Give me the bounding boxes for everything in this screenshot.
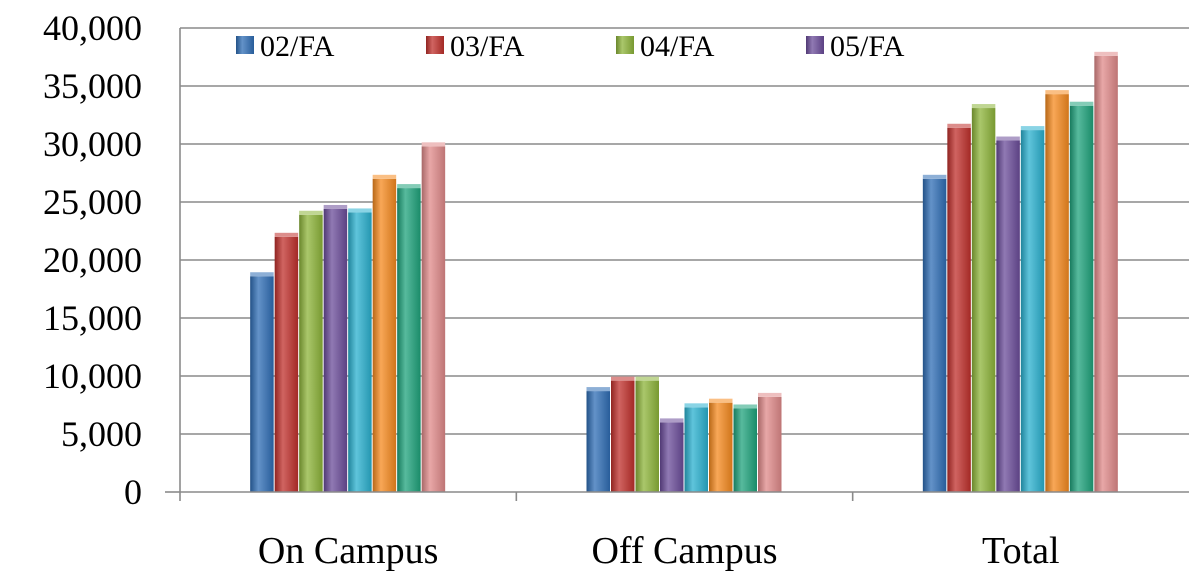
bar-top xyxy=(971,104,996,109)
y-tick-label: 10,000 xyxy=(43,356,142,396)
y-axis-ticks: 0 5,000 10,000 15,000 20,000 25,000 30,000 35,0… xyxy=(43,8,142,512)
legend-label: 04/FA xyxy=(640,30,715,63)
bar xyxy=(1045,94,1069,493)
legend-swatch xyxy=(806,36,824,54)
x-axis-categories: On Campus Off Campus Total xyxy=(258,530,1060,571)
bar-top xyxy=(397,184,421,189)
bar-top xyxy=(1094,51,1118,56)
y-tick-label: 5,000 xyxy=(61,414,142,454)
bar xyxy=(586,391,610,492)
bar xyxy=(684,407,708,492)
bar xyxy=(709,402,733,492)
y-tick-label: 40,000 xyxy=(43,8,142,48)
legend-swatch xyxy=(236,36,254,54)
bar xyxy=(274,236,299,492)
bar xyxy=(1069,105,1094,492)
bar-top xyxy=(348,208,372,213)
bar xyxy=(635,380,659,492)
bar-top xyxy=(1020,126,1045,131)
bar-top xyxy=(660,418,684,423)
bar xyxy=(323,208,348,492)
bar xyxy=(1020,130,1045,492)
bar xyxy=(947,127,971,492)
bar-top xyxy=(733,404,757,409)
bar-top xyxy=(996,136,1020,141)
bar-top xyxy=(586,387,610,392)
legend-label: 03/FA xyxy=(450,30,525,63)
y-tick-label: 30,000 xyxy=(43,124,142,164)
bar xyxy=(397,188,421,492)
bar xyxy=(996,140,1020,492)
x-category-label: On Campus xyxy=(258,530,439,571)
y-tick-label: 25,000 xyxy=(43,182,142,222)
bar-top xyxy=(250,272,274,277)
axes xyxy=(165,28,1189,501)
legend-swatch xyxy=(426,36,444,54)
bar xyxy=(1094,55,1118,493)
bar-top xyxy=(1069,101,1094,106)
bar-top xyxy=(922,174,947,179)
y-tick-label: 35,000 xyxy=(43,66,142,106)
y-tick-label: 15,000 xyxy=(43,298,142,338)
bar-top xyxy=(274,232,299,237)
bar xyxy=(971,108,996,492)
bar xyxy=(372,178,397,493)
bar xyxy=(758,396,782,492)
bar-top xyxy=(684,403,708,408)
x-category-label: Off Campus xyxy=(591,530,777,571)
bar-top xyxy=(947,123,971,128)
bar-top xyxy=(758,392,782,397)
y-tick-label: 0 xyxy=(124,472,142,512)
legend-label: 02/FA xyxy=(260,30,335,63)
bar-top xyxy=(709,398,733,403)
bar-top xyxy=(635,376,659,381)
bar-top xyxy=(1045,90,1069,95)
bar xyxy=(611,380,635,492)
bar xyxy=(421,146,446,492)
bar xyxy=(299,214,323,492)
y-tick-label: 20,000 xyxy=(43,240,142,280)
bar-top xyxy=(372,174,397,179)
bar-top xyxy=(611,376,635,381)
bars xyxy=(250,51,1118,493)
legend-swatch xyxy=(616,36,634,54)
legend-label: 05/FA xyxy=(830,30,905,63)
bar xyxy=(660,422,684,492)
bar xyxy=(733,408,757,492)
bar-top xyxy=(299,210,323,215)
legend: 02/FA 03/FA 04/FA 05/FA xyxy=(236,30,905,63)
bar xyxy=(922,178,947,493)
bar-top xyxy=(323,204,348,209)
x-category-label: Total xyxy=(982,530,1060,571)
bar xyxy=(250,276,274,492)
bar xyxy=(348,212,372,492)
bar-top xyxy=(421,142,446,147)
